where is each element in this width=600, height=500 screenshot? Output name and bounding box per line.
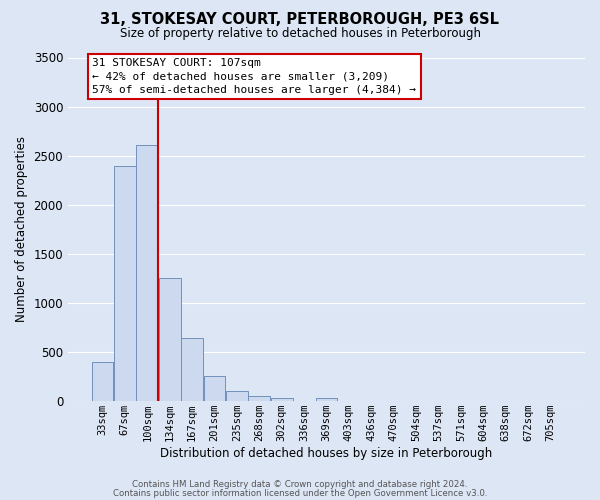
Bar bbox=[316, 398, 337, 401]
Bar bbox=[271, 398, 293, 401]
Bar bbox=[226, 392, 248, 401]
Bar bbox=[248, 396, 270, 401]
Bar bbox=[159, 278, 181, 401]
Bar bbox=[114, 166, 136, 401]
X-axis label: Distribution of detached houses by size in Peterborough: Distribution of detached houses by size … bbox=[160, 447, 493, 460]
Text: Contains HM Land Registry data © Crown copyright and database right 2024.: Contains HM Land Registry data © Crown c… bbox=[132, 480, 468, 489]
Text: Size of property relative to detached houses in Peterborough: Size of property relative to detached ho… bbox=[119, 28, 481, 40]
Y-axis label: Number of detached properties: Number of detached properties bbox=[15, 136, 28, 322]
Text: 31 STOKESAY COURT: 107sqm
← 42% of detached houses are smaller (3,209)
57% of se: 31 STOKESAY COURT: 107sqm ← 42% of detac… bbox=[92, 58, 416, 95]
Text: 31, STOKESAY COURT, PETERBOROUGH, PE3 6SL: 31, STOKESAY COURT, PETERBOROUGH, PE3 6S… bbox=[101, 12, 499, 28]
Bar bbox=[181, 338, 203, 401]
Bar bbox=[136, 145, 158, 401]
Bar bbox=[92, 362, 113, 401]
Text: Contains public sector information licensed under the Open Government Licence v3: Contains public sector information licen… bbox=[113, 489, 487, 498]
Bar bbox=[203, 376, 226, 401]
